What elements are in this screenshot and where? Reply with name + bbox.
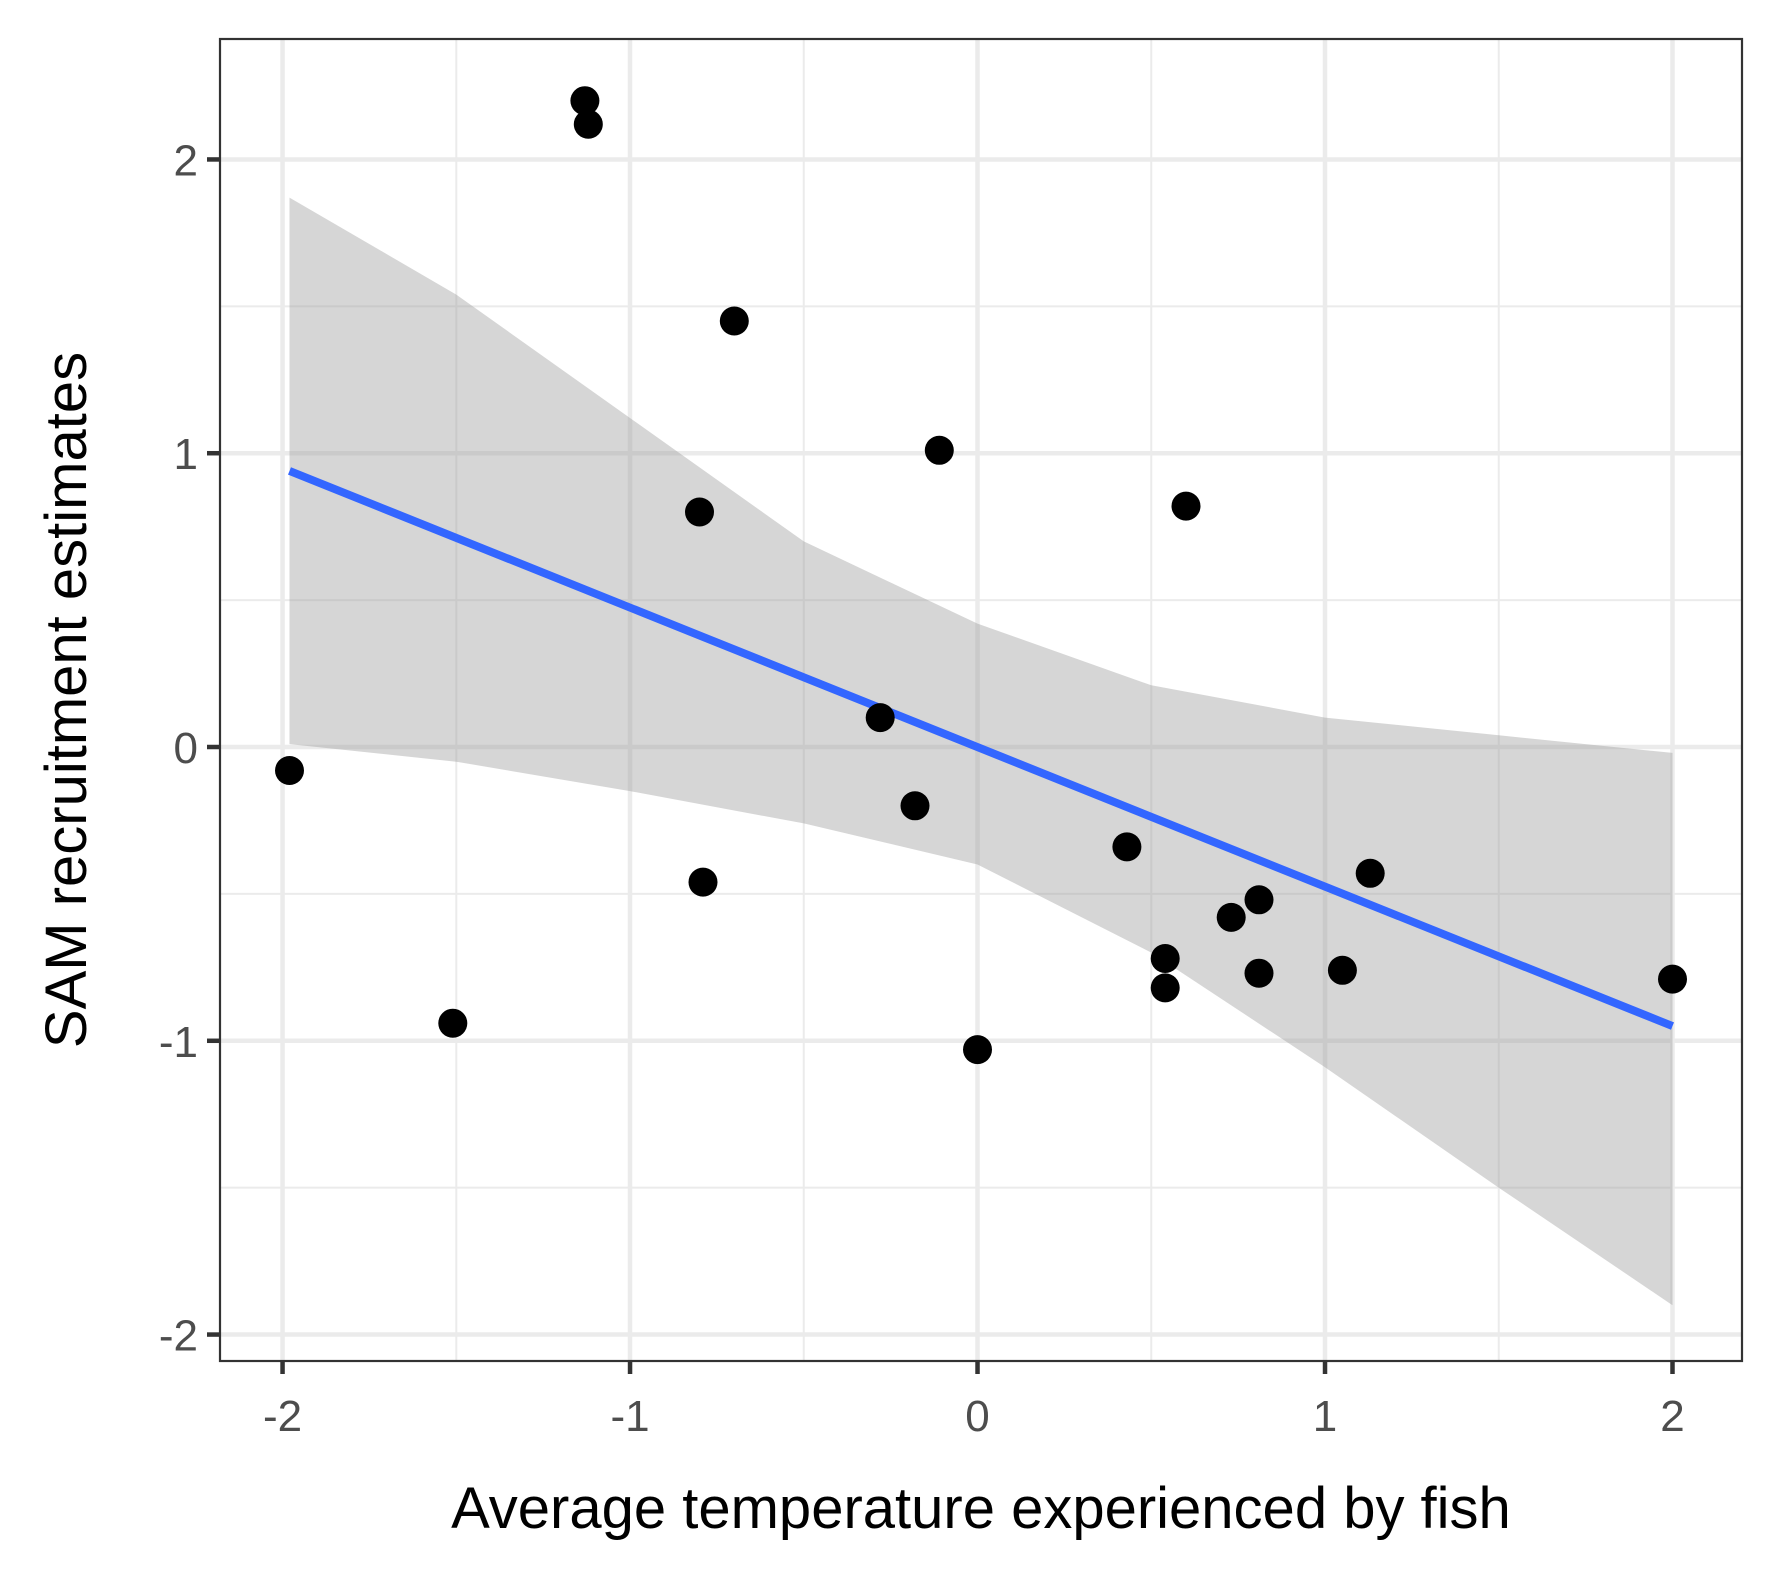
y-axis: -2 -1 0 1 2 [159, 136, 220, 1361]
scatter-points [275, 86, 1687, 1065]
data-point [685, 497, 714, 527]
data-point [438, 1008, 468, 1038]
data-point [1244, 885, 1274, 915]
data-point [1150, 944, 1180, 973]
panel-background [220, 39, 1742, 1361]
x-tick-label: 2 [1660, 1392, 1684, 1441]
x-tick-label: -1 [610, 1392, 649, 1441]
data-point [1244, 958, 1274, 988]
y-tick-label: 2 [174, 136, 198, 185]
data-point [573, 109, 603, 139]
data-point [688, 867, 718, 897]
y-tick-label: 1 [174, 430, 198, 479]
x-axis-title: Average temperature experienced by fish [451, 1476, 1511, 1541]
data-point [924, 435, 954, 465]
data-point [275, 756, 304, 785]
y-tick-label: -1 [159, 1018, 198, 1067]
data-point [865, 703, 895, 733]
panel-border [218, 37, 1744, 1363]
data-point [1658, 964, 1687, 994]
x-tick-label: -2 [263, 1392, 302, 1441]
x-tick-label: 0 [965, 1392, 989, 1441]
data-point [963, 1035, 992, 1065]
data-point [1171, 491, 1201, 521]
y-tick-label: 0 [174, 724, 198, 773]
regression-line [288, 467, 1674, 1030]
data-point [719, 306, 749, 336]
x-tick-label: 1 [1313, 1392, 1337, 1441]
data-point [900, 791, 930, 821]
data-point [1327, 955, 1357, 985]
regression-line-path [288, 467, 1674, 1030]
data-point [570, 86, 600, 116]
data-point [1355, 858, 1385, 888]
x-axis: -2 -1 0 1 2 [263, 1361, 1685, 1441]
data-point [1150, 973, 1180, 1003]
data-point [1216, 902, 1246, 932]
y-tick-label: -2 [159, 1312, 198, 1361]
y-axis-title: SAM recruitment estimates [34, 352, 99, 1048]
data-point [1112, 832, 1142, 862]
